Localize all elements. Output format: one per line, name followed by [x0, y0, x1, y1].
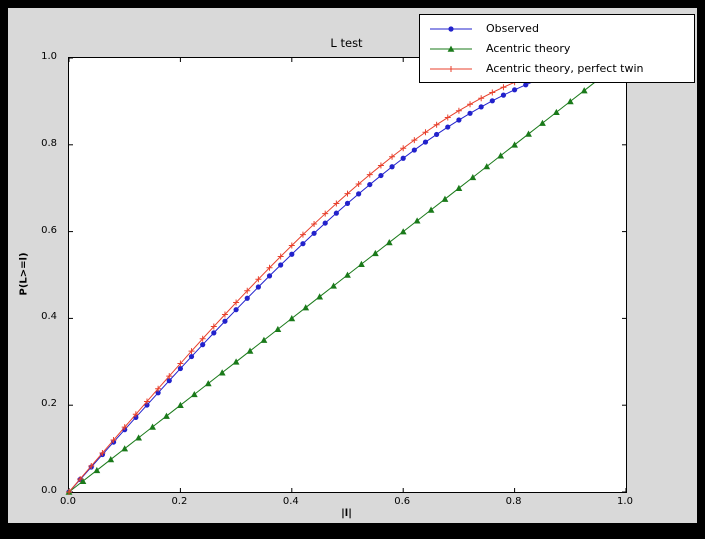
- legend-entry-label: Observed: [486, 22, 539, 35]
- legend-entry: Acentric theory: [428, 40, 684, 57]
- y-tick-label: 0.8: [41, 137, 57, 149]
- legend-entry: Observed: [428, 20, 684, 37]
- series-markers-1: [65, 65, 616, 495]
- y-tick-label: 0.4: [41, 311, 57, 323]
- series-markers-0: [66, 73, 551, 495]
- x-tick-label: 0.8: [505, 496, 522, 507]
- y-tick-label: 0.0: [41, 485, 57, 496]
- y-axis-tick-labels: 0.0 0.2 0.4 0.6 0.8 1.0: [8, 51, 64, 496]
- x-tick-label: 1.0: [617, 496, 633, 507]
- chart-title: L test: [330, 36, 363, 50]
- y-tick-label: 0.2: [41, 398, 57, 410]
- y-tick-label: 1.0: [41, 51, 57, 62]
- x-tick-label: 0.4: [282, 496, 299, 507]
- legend-entry: Acentric theory, perfect twin: [428, 60, 684, 77]
- legend: Observed Acentric theory Acentric theory, …: [419, 14, 695, 83]
- figure-canvas: L test P(L>=l) |l| 0.0 0.2 0.4 0.6 0.8 1.0 0.…: [8, 8, 697, 523]
- legend-sample-0: [430, 25, 472, 32]
- plot-area: [65, 57, 627, 495]
- legend-entry-label: Acentric theory, perfect twin: [486, 62, 644, 75]
- x-axis-tick-labels: 0.0 0.2 0.4 0.6 0.8 1.0: [60, 496, 633, 510]
- x-tick-label: 0.2: [171, 496, 188, 507]
- x-axis-label: |l|: [341, 508, 352, 519]
- legend-sample-2: [430, 65, 472, 72]
- series-line-2: [68, 69, 549, 493]
- plot-svg: [65, 57, 627, 495]
- series-line-1: [68, 68, 613, 493]
- series-line-0: [68, 75, 549, 493]
- y-tick-label: 0.6: [41, 224, 57, 236]
- series-markers-2: [66, 67, 552, 495]
- x-tick-label: 0.6: [394, 496, 411, 507]
- legend-entry-label: Acentric theory: [486, 42, 571, 55]
- legend-sample-1: [430, 45, 472, 52]
- x-tick-label: 0.0: [60, 496, 76, 507]
